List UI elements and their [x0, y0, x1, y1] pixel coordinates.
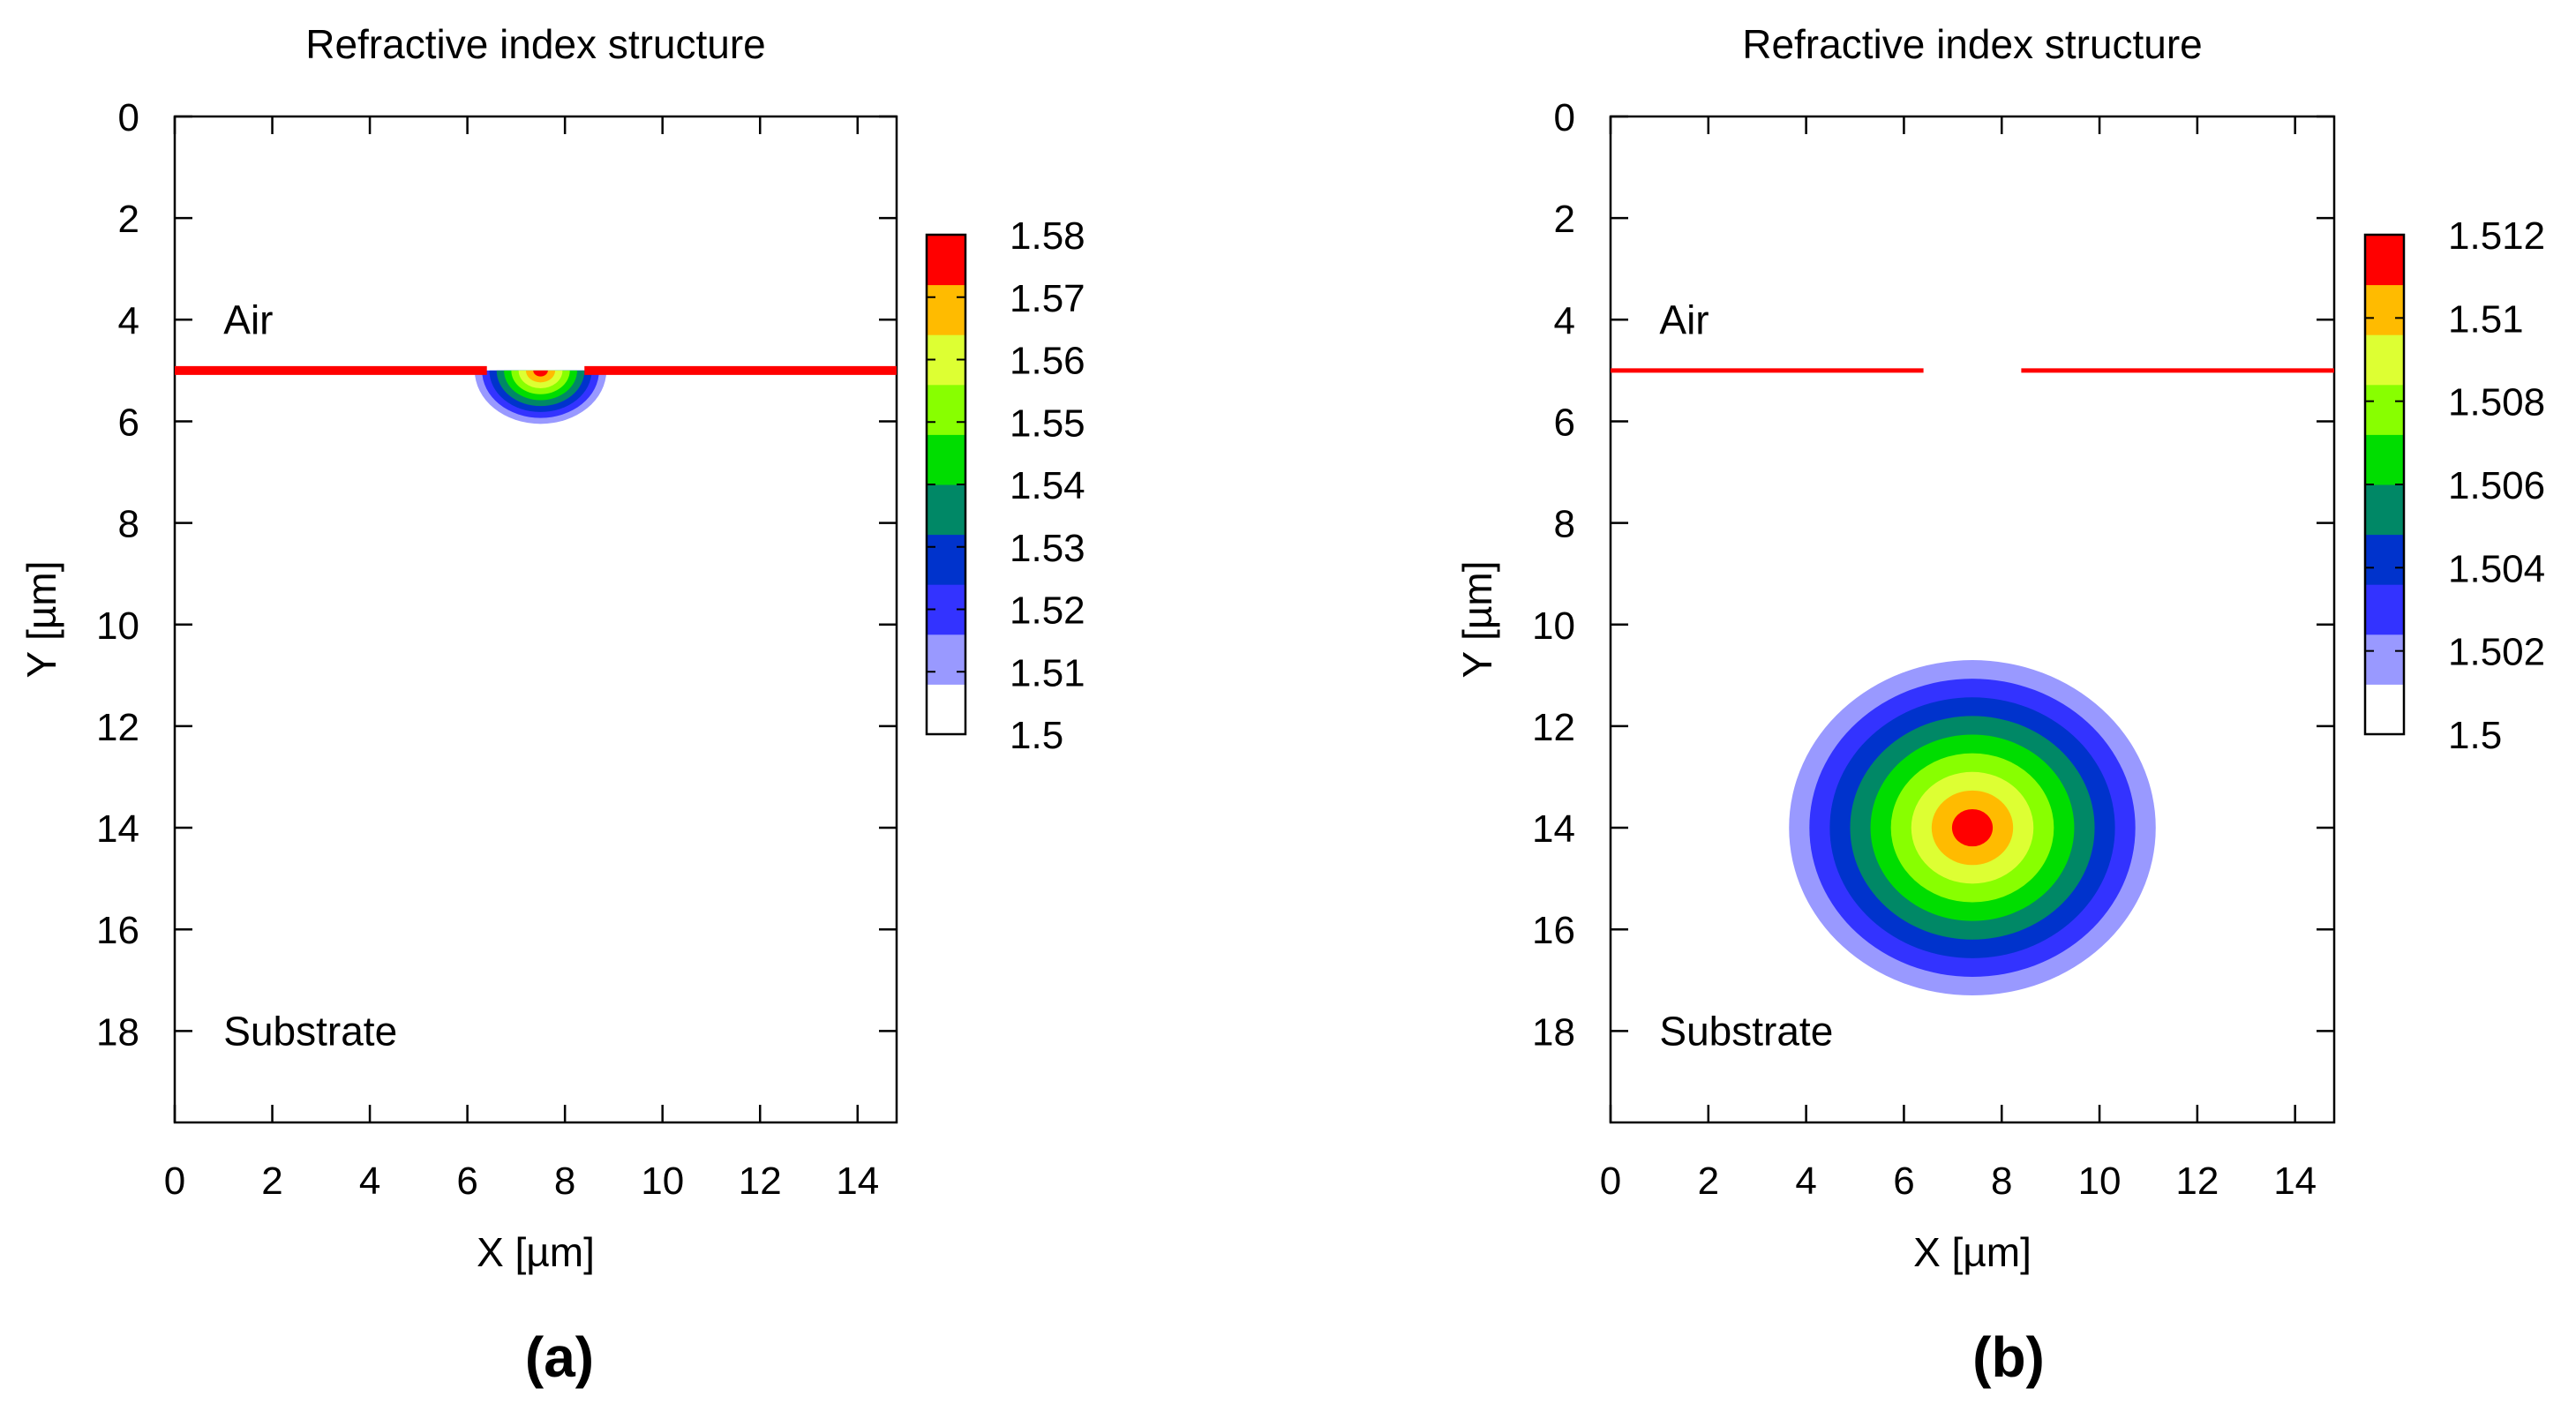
colorbar-tick-label: 1.52 — [1010, 589, 1085, 633]
colorbar-segment — [927, 684, 965, 735]
colorbar-tick-label: 1.51 — [1010, 651, 1085, 694]
y-tick-label: 0 — [1554, 96, 1575, 139]
colorbar-segment — [927, 534, 965, 585]
colorbar-segment — [2365, 334, 2404, 386]
colorbar-tick-label: 1.53 — [1010, 527, 1085, 570]
y-tick-label: 6 — [118, 401, 139, 444]
colorbar-segment — [927, 484, 965, 536]
y-tick-label: 18 — [96, 1010, 139, 1054]
chart-title: Refractive index structure — [305, 21, 766, 67]
colorbar-segment — [927, 434, 965, 485]
x-tick-label: 12 — [2175, 1160, 2219, 1203]
chart-title: Refractive index structure — [1742, 21, 2203, 67]
plot-frame — [173, 115, 898, 1124]
colorbar-tick-label: 1.55 — [1010, 402, 1085, 445]
colorbar-tick-label: 1.506 — [2448, 464, 2545, 507]
colorbar-tick-label: 1.51 — [2448, 297, 2524, 341]
y-tick-label: 14 — [96, 807, 139, 851]
y-axis-label: Y [µm] — [19, 560, 64, 678]
annotation-label: Air — [223, 296, 273, 342]
y-tick-label: 4 — [118, 299, 139, 342]
colorbar-segment — [2365, 284, 2404, 335]
index-structure — [1789, 660, 2156, 996]
colorbar-segment — [927, 235, 965, 286]
colorbar: 1.5 1.502 1.504 1.506 1.508 1.51 1.512 — [2363, 214, 2545, 757]
colorbar-tick-label: 1.58 — [1010, 214, 1085, 258]
colorbar-segment — [2365, 684, 2404, 735]
y-tick-label: 0 — [118, 96, 139, 139]
y-tick-label: 8 — [1554, 503, 1575, 546]
x-tick-label: 4 — [359, 1160, 380, 1203]
annotation-label: Substrate — [223, 1008, 397, 1054]
x-tick-label: 6 — [456, 1160, 477, 1203]
colorbar-tick-label: 1.502 — [2448, 631, 2545, 674]
colorbar: 1.5 1.51 1.52 1.53 1.54 1.55 1.56 1.57 1.58 — [925, 214, 1085, 757]
colorbar-tick-label: 1.54 — [1010, 464, 1085, 507]
colorbar-tick-label: 1.57 — [1010, 277, 1085, 320]
x-tick-label: 8 — [554, 1160, 575, 1203]
y-tick-label: 2 — [118, 198, 139, 241]
colorbar-tick-label: 1.504 — [2448, 547, 2545, 590]
y-tick-label: 4 — [1554, 299, 1575, 342]
x-tick-label: 14 — [2273, 1160, 2317, 1203]
colorbar-tick-label: 1.5 — [1010, 714, 1063, 757]
annotation-label: Air — [1659, 296, 1709, 342]
x-tick-label: 4 — [1795, 1160, 1816, 1203]
x-tick-label: 14 — [836, 1160, 879, 1203]
panel-label: (b) — [1972, 1325, 2045, 1389]
colorbar-tick-label: 1.5 — [2448, 714, 2502, 757]
x-axis-label: X [µm] — [477, 1229, 595, 1275]
colorbar-segment — [927, 384, 965, 435]
x-tick-label: 12 — [739, 1160, 782, 1203]
y-tick-label: 16 — [96, 909, 139, 952]
x-tick-label: 2 — [261, 1160, 282, 1203]
colorbar-segment — [2365, 534, 2404, 585]
colorbar-tick-label: 1.508 — [2448, 381, 2545, 424]
x-tick-label: 10 — [641, 1160, 684, 1203]
y-tick-label: 16 — [1532, 909, 1575, 952]
y-axis-label: Y [µm] — [1454, 560, 1500, 678]
colorbar-tick-label: 1.512 — [2448, 214, 2545, 258]
colorbar-segment — [927, 634, 965, 685]
x-tick-label: 6 — [1893, 1160, 1914, 1203]
x-tick-label: 0 — [164, 1160, 185, 1203]
colorbar-segment — [927, 284, 965, 335]
colorbar-segment — [2365, 235, 2404, 286]
colorbar-segment — [2365, 584, 2404, 635]
chart-panel-b: Refractive index structure 0 2 4 6 8 10 12 14 0 2 4… — [1454, 21, 2545, 1389]
index-structure — [474, 370, 607, 424]
panel-label: (a) — [525, 1325, 594, 1389]
x-tick-label: 10 — [2078, 1160, 2122, 1203]
x-tick-label: 8 — [1991, 1160, 2012, 1203]
y-tick-label: 6 — [1554, 401, 1575, 444]
index-band — [533, 370, 548, 377]
colorbar-segment — [2365, 634, 2404, 685]
colorbar-segment — [2365, 384, 2404, 435]
index-band — [1951, 808, 1994, 847]
x-tick-label: 0 — [1600, 1160, 1621, 1203]
colorbar-segment — [2365, 484, 2404, 536]
y-tick-label: 18 — [1532, 1010, 1575, 1054]
annotation-label: Substrate — [1659, 1008, 1833, 1054]
x-tick-label: 2 — [1698, 1160, 1719, 1203]
y-tick-label: 8 — [118, 503, 139, 546]
colorbar-tick-label: 1.56 — [1010, 340, 1085, 383]
y-tick-label: 2 — [1554, 198, 1575, 241]
y-tick-label: 10 — [96, 604, 139, 648]
y-tick-label: 12 — [96, 706, 139, 749]
y-tick-label: 12 — [1532, 706, 1575, 749]
y-tick-label: 10 — [1532, 604, 1575, 648]
chart-panel-a: Refractive index structure 0 2 4 6 8 10 12 14 0 2 4… — [19, 21, 1085, 1389]
x-axis-label: X [µm] — [1913, 1229, 2032, 1275]
y-tick-label: 14 — [1532, 807, 1575, 851]
colorbar-segment — [2365, 434, 2404, 485]
